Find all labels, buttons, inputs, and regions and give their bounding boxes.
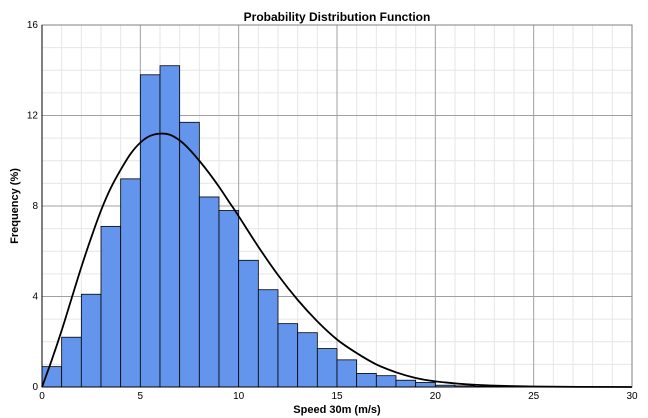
y-tick-labels: 0 4 8 12 16 (27, 20, 39, 393)
x-tick-label: 15 (331, 391, 343, 402)
fit-curve (41, 132, 633, 388)
histogram-bars (41, 65, 633, 388)
chart-title: Probability Distribution Function (244, 10, 431, 24)
x-tick-label: 20 (430, 391, 442, 402)
y-tick-label: 16 (27, 20, 39, 31)
x-tick-label: 10 (233, 391, 245, 402)
histogram-bar (61, 336, 82, 388)
histogram-bar (218, 210, 240, 388)
x-tick-label: 30 (626, 391, 638, 402)
y-axis-label: Frequency (%) (9, 168, 21, 244)
histogram-bar (159, 65, 181, 388)
histogram-bar (257, 289, 279, 388)
histogram-bar (179, 121, 200, 388)
histogram-bar (336, 359, 358, 388)
y-tick-label: 12 (27, 111, 39, 122)
histogram-bar (395, 379, 417, 388)
histogram-bar (297, 332, 318, 388)
histogram-bar (316, 348, 338, 388)
x-tick-label: 0 (39, 391, 45, 402)
histogram-bar (100, 225, 122, 388)
x-tick-labels: 0 5 10 15 20 25 30 (39, 391, 638, 402)
y-tick-label: 4 (32, 292, 38, 303)
histogram-bar (277, 323, 299, 388)
histogram-bar (238, 259, 259, 388)
histogram-bar (120, 178, 141, 388)
x-tick-label: 5 (138, 391, 144, 402)
x-axis-label: Speed 30m (m/s) (293, 404, 381, 416)
histogram-bar (375, 375, 397, 388)
y-tick-label: 8 (32, 201, 38, 212)
histogram-bar (415, 382, 436, 388)
histogram-bar (198, 196, 220, 388)
histogram-bar (356, 373, 377, 388)
y-tick-label: 0 (32, 382, 38, 393)
x-tick-label: 25 (528, 391, 540, 402)
histogram-bar (80, 293, 102, 388)
fit-curve-layer (41, 132, 633, 388)
histogram-bar (139, 74, 161, 388)
